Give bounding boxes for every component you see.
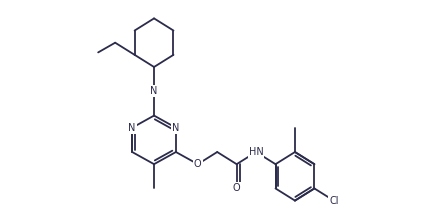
Text: HN: HN xyxy=(249,147,264,157)
Text: N: N xyxy=(128,123,136,133)
Text: O: O xyxy=(194,159,202,169)
Text: N: N xyxy=(172,123,180,133)
Text: N: N xyxy=(150,86,158,96)
Text: Cl: Cl xyxy=(329,196,339,206)
Text: O: O xyxy=(233,184,241,193)
